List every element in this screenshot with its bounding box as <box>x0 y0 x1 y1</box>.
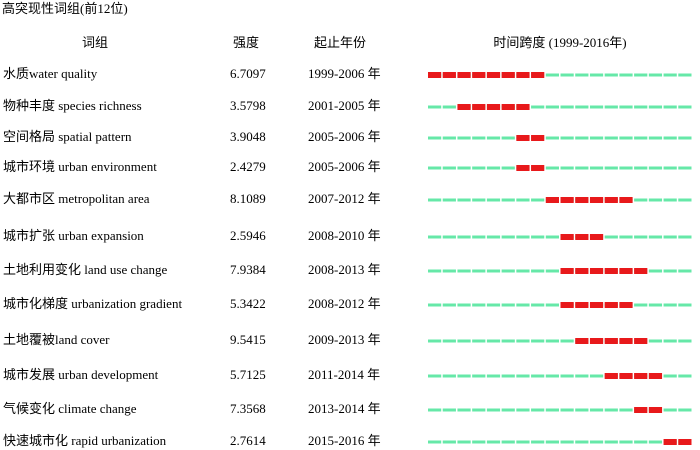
strength: 9.5415 <box>230 332 266 347</box>
period: 2001-2005 年 <box>308 98 381 113</box>
term: 城市化梯度 urbanization gradient <box>3 296 182 311</box>
strength: 3.5798 <box>230 98 266 113</box>
term: 城市扩张 urban expansion <box>3 228 144 243</box>
period: 2013-2014 年 <box>308 401 381 416</box>
term: 气候变化 climate change <box>3 401 137 416</box>
header-period: 起止年份 <box>314 35 366 50</box>
term: 城市发展 urban development <box>3 367 159 382</box>
header-span: 时间跨度 (1999-2016年) <box>493 35 626 50</box>
strength: 2.4279 <box>230 159 266 174</box>
term: 空间格局 spatial pattern <box>3 129 132 144</box>
title: 高突现性词组(前12位) <box>2 1 128 16</box>
term: 大都市区 metropolitan area <box>3 191 150 206</box>
header-term: 词组 <box>82 35 108 50</box>
strength: 5.3422 <box>230 296 266 311</box>
period: 2008-2012 年 <box>308 296 381 311</box>
strength: 2.5946 <box>230 228 266 243</box>
period: 2008-2010 年 <box>308 228 381 243</box>
term: 快速城市化 rapid urbanization <box>3 433 167 448</box>
term: 水质water quality <box>3 66 98 81</box>
strength: 3.9048 <box>230 129 266 144</box>
period: 2005-2006 年 <box>308 129 381 144</box>
term: 城市环境 urban environment <box>3 159 157 174</box>
strength: 7.9384 <box>230 262 266 277</box>
period: 2009-2013 年 <box>308 332 381 347</box>
header-strength: 强度 <box>233 35 259 50</box>
term: 土地覆被land cover <box>3 332 110 347</box>
strength: 6.7097 <box>230 66 266 81</box>
period: 2007-2012 年 <box>308 191 381 206</box>
period: 2011-2014 年 <box>308 367 380 382</box>
term: 物种丰度 species richness <box>3 98 142 113</box>
period: 2008-2013 年 <box>308 262 381 277</box>
period: 2005-2006 年 <box>308 159 381 174</box>
strength: 8.1089 <box>230 191 266 206</box>
term: 土地利用变化 land use change <box>3 262 168 277</box>
strength: 7.3568 <box>230 401 266 416</box>
strength: 5.7125 <box>230 367 266 382</box>
strength: 2.7614 <box>230 433 266 448</box>
period: 2015-2016 年 <box>308 433 381 448</box>
period: 1999-2006 年 <box>308 66 381 81</box>
